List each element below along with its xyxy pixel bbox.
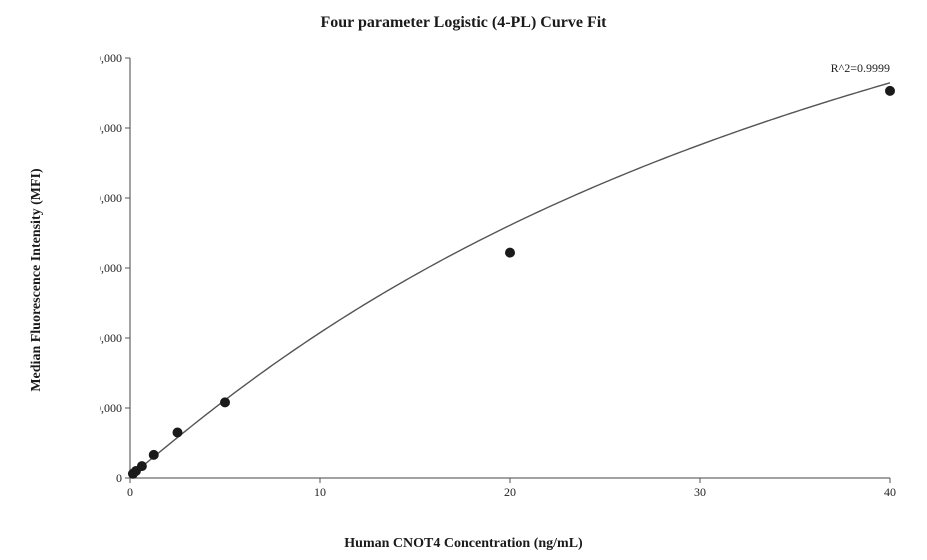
x-tick-label: 30 xyxy=(694,485,706,499)
data-point xyxy=(886,86,895,95)
x-tick-label: 0 xyxy=(127,485,133,499)
y-tick-label: 20,000 xyxy=(100,331,122,345)
y-tick-label: 0 xyxy=(116,471,122,485)
x-axis-label: Human CNOT4 Concentration (ng/mL) xyxy=(0,536,927,552)
chart-title: Four parameter Logistic (4-PL) Curve Fit xyxy=(0,14,927,32)
y-tick-label: 30,000 xyxy=(100,261,122,275)
y-tick-label: 50,000 xyxy=(100,121,122,135)
chart-container: Four parameter Logistic (4-PL) Curve Fit… xyxy=(0,0,927,560)
axes xyxy=(130,58,890,478)
plot-area: 0 10,000 20,000 30,000 40,000 50,000 60,000 0 10… xyxy=(100,48,900,508)
y-tick-label: 10,000 xyxy=(100,401,122,415)
r-squared-annotation: R^2=0.9999 xyxy=(831,61,890,75)
data-point xyxy=(221,398,230,407)
x-tick-label: 40 xyxy=(884,485,896,499)
data-point xyxy=(173,428,182,437)
x-tick-label: 20 xyxy=(504,485,516,499)
x-tick-label: 10 xyxy=(314,485,326,499)
data-point xyxy=(149,450,158,459)
y-axis-label: Median Fluorescence Intensity (MFI) xyxy=(29,168,45,391)
y-tick-label: 40,000 xyxy=(100,191,122,205)
data-point xyxy=(506,248,515,257)
y-tick-label: 60,000 xyxy=(100,51,122,65)
data-point xyxy=(137,462,146,471)
fit-curve xyxy=(130,83,890,476)
